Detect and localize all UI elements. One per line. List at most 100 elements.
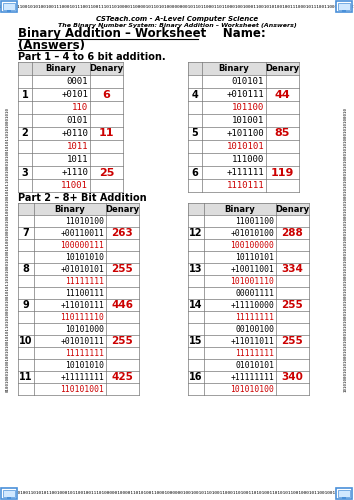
Text: Denary: Denary [90, 64, 124, 73]
Text: 01001000101001001010010101101010001010010101101010001010010100100010100100101001: 0100100010100100101001010110101000101001… [6, 108, 10, 393]
Text: 25: 25 [99, 168, 114, 177]
Bar [7, 497, 11, 499]
Text: 255: 255 [282, 300, 303, 310]
Text: +01010100: +01010100 [230, 228, 274, 237]
Text: +11111111: +11111111 [230, 372, 274, 382]
Text: 10101000101010001010100010101000101010001010100010101000101010001010100010101000: 1010100010101000101010001010100010101000… [344, 108, 348, 393]
Bar [7, 10, 11, 12]
Text: 101100: 101100 [232, 103, 264, 112]
Text: 1011: 1011 [67, 155, 88, 164]
Text: 14: 14 [189, 300, 203, 310]
Text: 110101001: 110101001 [60, 384, 104, 394]
Bar [338, 3, 350, 10]
Text: +01010111: +01010111 [60, 336, 104, 345]
Text: 255: 255 [282, 336, 303, 346]
Bar [342, 10, 346, 12]
Text: Binary: Binary [46, 64, 76, 73]
Bar [188, 62, 299, 75]
Text: 6: 6 [103, 90, 110, 100]
Text: 11111111: 11111111 [235, 348, 274, 358]
Text: 11111111: 11111111 [235, 312, 274, 322]
Text: 100100000: 100100000 [230, 240, 274, 250]
Bar [336, 1, 352, 12]
Text: 3: 3 [22, 168, 28, 177]
Bar [3, 490, 15, 497]
Text: 00100100: 00100100 [235, 324, 274, 334]
Text: 0001: 0001 [67, 77, 88, 86]
Bar [336, 488, 352, 499]
Text: 100000111: 100000111 [60, 240, 104, 250]
Text: 11100111: 11100111 [65, 288, 104, 298]
Text: 13: 13 [189, 264, 203, 274]
Text: 5: 5 [192, 128, 198, 138]
Text: Part 2 – 8+ Bit Addition: Part 2 – 8+ Bit Addition [18, 193, 147, 203]
Text: 9: 9 [23, 300, 29, 310]
Text: 11111111: 11111111 [65, 276, 104, 285]
Text: 1011: 1011 [67, 142, 88, 151]
Text: 263: 263 [112, 228, 133, 238]
Text: 6: 6 [192, 168, 198, 177]
Text: +101100: +101100 [226, 129, 264, 138]
Text: 1: 1 [22, 90, 28, 100]
Text: 110: 110 [72, 103, 88, 112]
Text: 1010101: 1010101 [226, 142, 264, 151]
Bar [18, 203, 139, 215]
Text: 119: 119 [271, 168, 294, 177]
Text: 10: 10 [19, 336, 33, 346]
Text: 10101010: 10101010 [65, 252, 104, 262]
Bar [188, 203, 309, 215]
Text: 4: 4 [192, 90, 198, 100]
Text: +01010101: +01010101 [60, 264, 104, 274]
Text: 425: 425 [112, 372, 133, 382]
Text: Denary: Denary [275, 204, 309, 214]
Text: +111111: +111111 [226, 168, 264, 177]
Text: +010111: +010111 [226, 90, 264, 99]
Bar [18, 62, 123, 75]
Text: 8: 8 [23, 264, 29, 274]
Bar [342, 497, 346, 499]
Text: +11011011: +11011011 [230, 336, 274, 345]
Text: Binary Addition – Worksheet    Name:: Binary Addition – Worksheet Name: [18, 28, 266, 40]
Text: Denary: Denary [105, 204, 139, 214]
Bar [3, 3, 15, 10]
Bar [1, 1, 17, 12]
Text: 10101010: 10101010 [65, 360, 104, 370]
Text: 101001110: 101001110 [230, 276, 274, 285]
Text: +00110011: +00110011 [60, 228, 104, 237]
Text: 12: 12 [189, 228, 203, 238]
Text: 255: 255 [112, 336, 133, 346]
Bar [338, 490, 350, 497]
Bar [0, 0, 354, 13]
Text: 101001: 101001 [232, 116, 264, 125]
Text: Denary: Denary [266, 64, 299, 73]
Text: Binary: Binary [219, 64, 249, 73]
Text: 446: 446 [112, 300, 133, 310]
Text: 11010100: 11010100 [65, 216, 104, 226]
Text: The Binary Number System: Binary Addition – Worksheet (Answers): The Binary Number System: Binary Additio… [58, 22, 296, 28]
Text: 44: 44 [275, 90, 290, 100]
Text: 11111111: 11111111 [65, 348, 104, 358]
Text: 15: 15 [189, 336, 203, 346]
Text: 11: 11 [99, 128, 114, 138]
Text: 16: 16 [189, 372, 203, 382]
Text: +10011001: +10011001 [230, 264, 274, 274]
Text: 101010100: 101010100 [230, 384, 274, 394]
Text: +11010111: +11010111 [60, 300, 104, 310]
Text: +1110: +1110 [61, 168, 88, 177]
Text: 111000: 111000 [232, 155, 264, 164]
Text: Part 1 – 4 to 6 bit addition.: Part 1 – 4 to 6 bit addition. [18, 52, 166, 62]
Text: 255: 255 [112, 264, 133, 274]
Text: 110111110: 110111110 [60, 312, 104, 322]
Text: 01001000110010101001001110001011100110011101101000011000010110101000000001011011: 0100100011001010100100111000101110011001… [0, 4, 354, 8]
Text: 340: 340 [281, 372, 303, 382]
Text: 0101: 0101 [67, 116, 88, 125]
Text: CSTeach.com - A-Level Computer Science: CSTeach.com - A-Level Computer Science [96, 16, 258, 22]
Text: 7: 7 [23, 228, 29, 238]
Text: 334: 334 [281, 264, 303, 274]
Text: Binary: Binary [55, 204, 85, 214]
Bar [0, 487, 354, 500]
Text: 010101: 010101 [232, 77, 264, 86]
Text: +0101: +0101 [61, 90, 88, 99]
Text: +11110000: +11110000 [230, 300, 274, 310]
Text: +0110: +0110 [61, 129, 88, 138]
